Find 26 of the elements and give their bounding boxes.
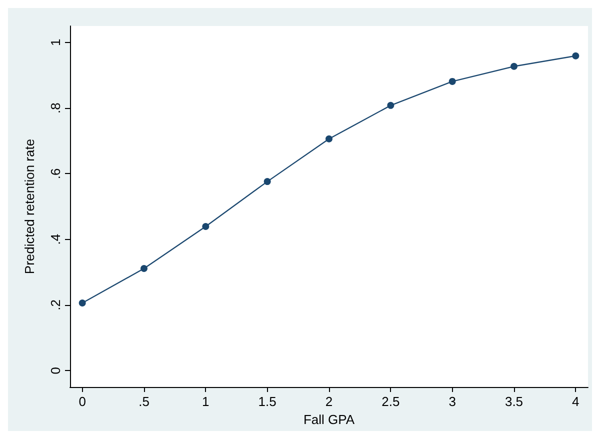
- x-tick-label: 4: [572, 394, 580, 409]
- x-tick-label: 3.5: [504, 394, 524, 409]
- x-tick-label: 0: [78, 394, 86, 409]
- point: [448, 78, 456, 85]
- x-tick-label: 1: [202, 394, 210, 409]
- point: [78, 299, 86, 306]
- y-tick-label: 1: [48, 38, 63, 46]
- point: [572, 52, 580, 60]
- x-tick-label: 1.5: [258, 394, 276, 409]
- y-tick-label: .6: [48, 168, 63, 180]
- x-tick-label: 2.5: [382, 394, 400, 409]
- x-tick-label: 3: [448, 394, 456, 409]
- point: [202, 223, 210, 230]
- point: [510, 62, 518, 70]
- point: [326, 135, 332, 142]
- y-tick-label: .4: [48, 234, 63, 245]
- point: [140, 265, 148, 272]
- point: [264, 178, 271, 186]
- y-tick-label: .2: [48, 300, 63, 310]
- y-tick-label: .8: [48, 102, 63, 114]
- x-axis-title: Fall GPA: [303, 412, 355, 427]
- x-tick-label: 2: [325, 394, 333, 409]
- point: [387, 102, 394, 109]
- y-axis-title: Predicted retention rate: [22, 138, 37, 274]
- x-tick-label: .5: [138, 394, 150, 409]
- y-tick-label: 0: [48, 366, 63, 374]
